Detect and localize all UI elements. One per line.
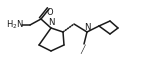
Text: N: N <box>48 18 54 27</box>
Text: N: N <box>84 22 91 32</box>
Text: O: O <box>47 8 53 17</box>
Text: H$_2$N: H$_2$N <box>6 19 24 31</box>
Text: ╱: ╱ <box>81 45 85 54</box>
